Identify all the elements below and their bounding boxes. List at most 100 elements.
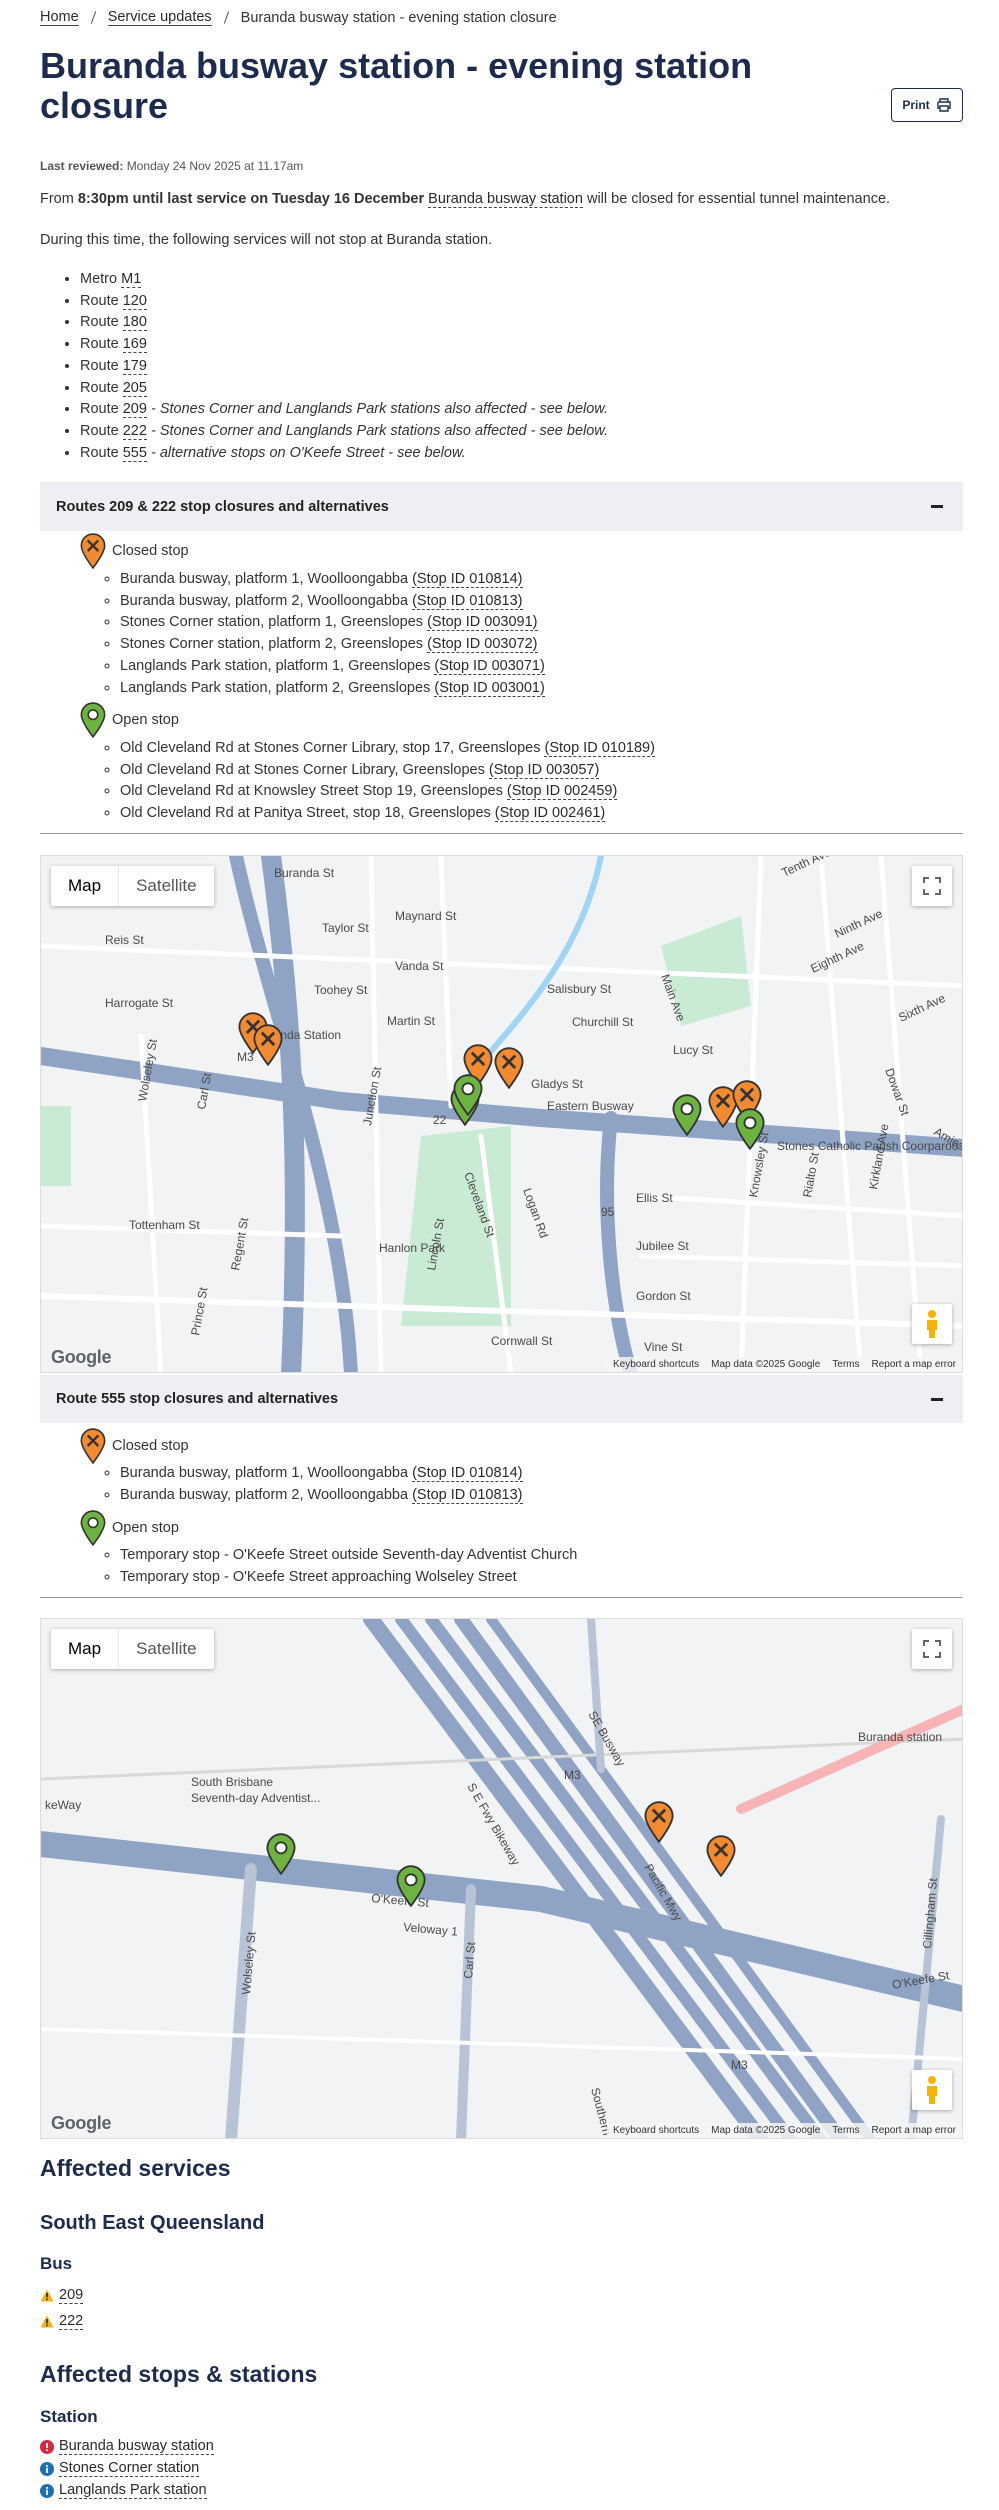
map-footer-link[interactable]: Keyboard shortcuts [612, 2125, 700, 2136]
map-label: Regent St [228, 1216, 251, 1272]
stop-id-link[interactable]: (Stop ID 003091) [427, 614, 538, 632]
service-label: Route [80, 401, 119, 418]
map-pin [453, 1074, 483, 1116]
map-footer-link[interactable]: Map data ©2025 Google [711, 1359, 821, 1370]
road [638, 1193, 962, 1219]
intro-link[interactable]: Buranda busway station [428, 191, 583, 208]
pegman-head [928, 1310, 936, 1318]
service-link[interactable]: 120 [122, 292, 147, 310]
pin-body [253, 1024, 283, 1066]
road [818, 856, 864, 1372]
road [225, 1863, 257, 2138]
service-label: Route [80, 422, 119, 439]
map-label: Ellis St [636, 1191, 673, 1205]
service-link[interactable]: M1 [121, 271, 142, 288]
map-footer-link[interactable]: Report a map error [871, 1359, 956, 1370]
service-link[interactable]: 180 [122, 314, 147, 332]
map-footer-link[interactable]: Terms [832, 2125, 860, 2136]
stop-id-link[interactable]: (Stop ID 002461) [494, 805, 606, 823]
service-link[interactable]: 555 [122, 444, 147, 462]
accordion-header[interactable]: Route 555 stop closures and alternatives [40, 1375, 963, 1423]
stop-item: Stones Corner station, platform 2, Green… [120, 634, 545, 656]
pegman-body [927, 2086, 937, 2104]
road [41, 1831, 962, 2012]
accordion-header[interactable]: Routes 209 & 222 stop closures and alter… [40, 482, 963, 531]
map-label: Prince St [188, 1285, 210, 1336]
service-link[interactable]: 169 [122, 336, 147, 354]
affected-stop-link[interactable]: Langlands Park station [59, 2482, 207, 2499]
road [638, 1253, 962, 1269]
breadcrumb-link[interactable]: Service updates [107, 9, 212, 26]
intro-prefix: From [40, 191, 74, 207]
map-type-button[interactable]: Satellite [136, 876, 197, 895]
fullscreen-button[interactable] [912, 866, 952, 906]
map-type-button[interactable]: Map [51, 866, 120, 906]
pegman-button[interactable] [912, 1304, 952, 1344]
service-list: Metro M1Route 120Route 180Route 169Route… [40, 269, 608, 464]
map-footer-link[interactable]: Report a map error [871, 2125, 956, 2136]
stop-id-link[interactable]: (Stop ID 002459) [506, 783, 618, 801]
print-button[interactable]: Print [891, 88, 963, 122]
map-label: Hanlon Park [379, 1241, 446, 1255]
affected-stop-link[interactable]: Buranda busway station [59, 2438, 214, 2455]
stop-id-link[interactable]: (Stop ID 003072) [427, 636, 538, 654]
pin-x [501, 1054, 517, 1069]
stop-id-link[interactable]: (Stop ID 010189) [544, 740, 655, 757]
stop-name: Langlands Park station, platform 2, Gree… [120, 679, 431, 696]
service-link[interactable]: 205 [122, 379, 147, 397]
closed-stop-list: Buranda busway, platform 1, Woolloongabb… [80, 1463, 523, 1506]
service-item: Route 205 [80, 378, 608, 400]
map-footer-link[interactable]: Keyboard shortcuts [612, 1359, 700, 1370]
service-link[interactable]: 209 [122, 401, 147, 419]
icon-dot [46, 2448, 48, 2451]
breadcrumb-link[interactable]: Home [40, 9, 79, 26]
print-label: Print [902, 98, 930, 112]
pin-x [651, 1808, 667, 1823]
affected-route-link[interactable]: 222 [59, 2313, 84, 2330]
service-item: Route 180 [80, 312, 608, 334]
map-label: South Brisbane [191, 1775, 273, 1789]
stop-item: Old Cleveland Rd at Panitya Street, stop… [120, 803, 655, 825]
stop-id-link[interactable]: (Stop ID 010814) [412, 1465, 523, 1482]
map-footer-link[interactable]: Terms [832, 1359, 860, 1370]
stop-id-link[interactable]: (Stop ID 010813) [412, 1486, 523, 1504]
service-label: Route [80, 379, 119, 396]
stop-id-link[interactable]: (Stop ID 003057) [488, 761, 600, 779]
printer-shape [936, 98, 951, 112]
page-title: Buranda busway station - evening station… [40, 45, 753, 126]
stop-id-link[interactable]: (Stop ID 003071) [434, 657, 545, 675]
mode-heading: Bus [40, 2254, 73, 2273]
service-link[interactable]: 222 [122, 422, 147, 440]
map-label: Lucy St [673, 1043, 714, 1057]
map-type-button[interactable]: Satellite [136, 1639, 197, 1658]
accordion-title: Routes 209 & 222 stop closures and alter… [56, 498, 389, 515]
pin-x [713, 1842, 729, 1857]
map-label: Stones Catholic Parish Coorparoo [777, 1139, 959, 1153]
pin-body [706, 1835, 736, 1877]
map-label: Cornwall St [491, 1334, 553, 1348]
warning-icon [40, 2289, 54, 2302]
affected-stop-link[interactable]: Stones Corner station [59, 2460, 200, 2477]
fullscreen-button[interactable] [912, 1629, 952, 1669]
stop-item: Old Cleveland Rd at Stones Corner Librar… [120, 760, 655, 782]
stop-id-link[interactable]: (Stop ID 003001) [434, 679, 545, 697]
icon-bar [46, 2489, 48, 2495]
map-pin [706, 1835, 736, 1877]
map-type-button[interactable]: Map [51, 1629, 120, 1669]
affected-route-link[interactable]: 209 [59, 2287, 84, 2304]
map-label: Logan Rd [520, 1186, 551, 1240]
map-label: Gordon St [636, 1289, 691, 1303]
open-pin-icon [80, 702, 106, 738]
stop-item: Temporary stop - O'Keefe Street approach… [120, 1567, 577, 1589]
map-label: Sixth Ave [896, 991, 947, 1025]
road [736, 1704, 962, 1814]
service-link[interactable]: 179 [122, 357, 147, 375]
map: Buranda station South Brisbane Seventh-day… [40, 1618, 963, 2139]
divider [40, 1597, 963, 1598]
stop-id-link[interactable]: (Stop ID 010814) [412, 571, 523, 588]
map-footer-link[interactable]: Map data ©2025 Google [711, 2125, 821, 2136]
stop-id-link[interactable]: (Stop ID 010813) [412, 592, 523, 610]
stop-name: Buranda busway, platform 2, Woolloongabb… [120, 1486, 409, 1503]
pegman-button[interactable] [912, 2070, 952, 2110]
